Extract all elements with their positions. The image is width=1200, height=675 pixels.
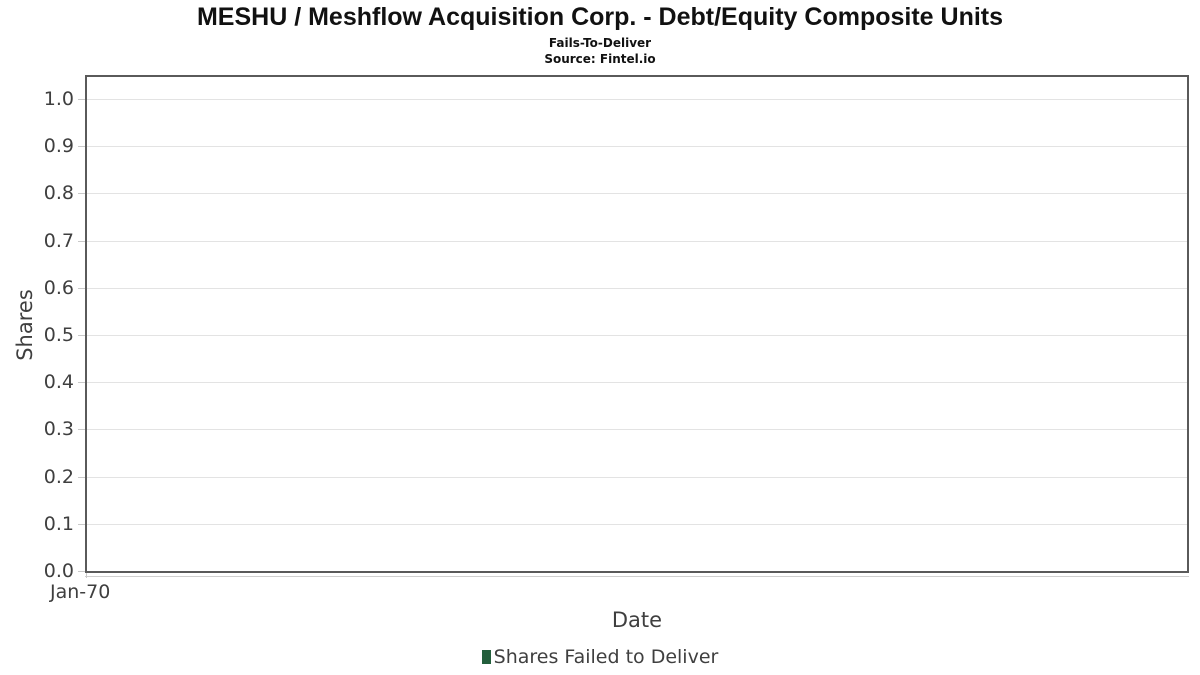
chart-source-label: Source: Fintel.io bbox=[544, 52, 656, 66]
x-tick-mark bbox=[86, 573, 87, 578]
legend-item-shares-failed-to-deliver[interactable]: Shares Failed to Deliver bbox=[481, 646, 719, 668]
y-gridline bbox=[87, 382, 1187, 383]
y-gridline bbox=[87, 241, 1187, 242]
y-gridline bbox=[87, 146, 1187, 147]
y-tick-mark bbox=[78, 571, 85, 572]
y-gridline bbox=[87, 524, 1187, 525]
y-tick-mark bbox=[78, 477, 85, 478]
y-tick-mark bbox=[78, 429, 85, 430]
y-tick-mark bbox=[78, 99, 85, 100]
y-tick-mark bbox=[78, 193, 85, 194]
y-tick-mark bbox=[78, 524, 85, 525]
y-gridline bbox=[87, 288, 1187, 289]
y-tick-mark bbox=[78, 288, 85, 289]
y-tick-label: 0.3 bbox=[43, 418, 74, 440]
y-tick-label: 0.7 bbox=[43, 230, 74, 252]
y-gridline bbox=[87, 193, 1187, 194]
y-tick-label: 0.9 bbox=[43, 135, 74, 157]
y-tick-label: 0.8 bbox=[43, 182, 74, 204]
y-tick-mark bbox=[78, 335, 85, 336]
y-gridline bbox=[87, 99, 1187, 100]
y-tick-label: 0.1 bbox=[43, 513, 74, 535]
x-axis-title: Date bbox=[611, 608, 663, 632]
y-tick-label: 0.6 bbox=[43, 277, 74, 299]
legend: Shares Failed to Deliver bbox=[0, 646, 1200, 668]
y-tick-label: 1.0 bbox=[43, 88, 74, 110]
legend-label: Shares Failed to Deliver bbox=[493, 646, 719, 668]
chart-subtitle: Fails-To-Deliver bbox=[548, 36, 652, 50]
y-tick-label: 0.2 bbox=[43, 466, 74, 488]
y-tick-mark bbox=[78, 241, 85, 242]
y-gridline bbox=[87, 477, 1187, 478]
legend-marker-icon bbox=[481, 650, 491, 664]
x-axis-line bbox=[85, 576, 1189, 577]
plot-area bbox=[85, 75, 1189, 573]
y-tick-mark bbox=[78, 146, 85, 147]
y-tick-mark bbox=[78, 382, 85, 383]
y-tick-label: 0.0 bbox=[43, 560, 74, 582]
y-tick-label: 0.4 bbox=[43, 371, 74, 393]
y-tick-label: 0.5 bbox=[43, 324, 74, 346]
y-gridline bbox=[87, 429, 1187, 430]
chart-title: MESHU / Meshflow Acquisition Corp. - Deb… bbox=[196, 3, 1004, 31]
y-gridline bbox=[87, 335, 1187, 336]
x-tick-label: Jan-70 bbox=[50, 581, 111, 603]
